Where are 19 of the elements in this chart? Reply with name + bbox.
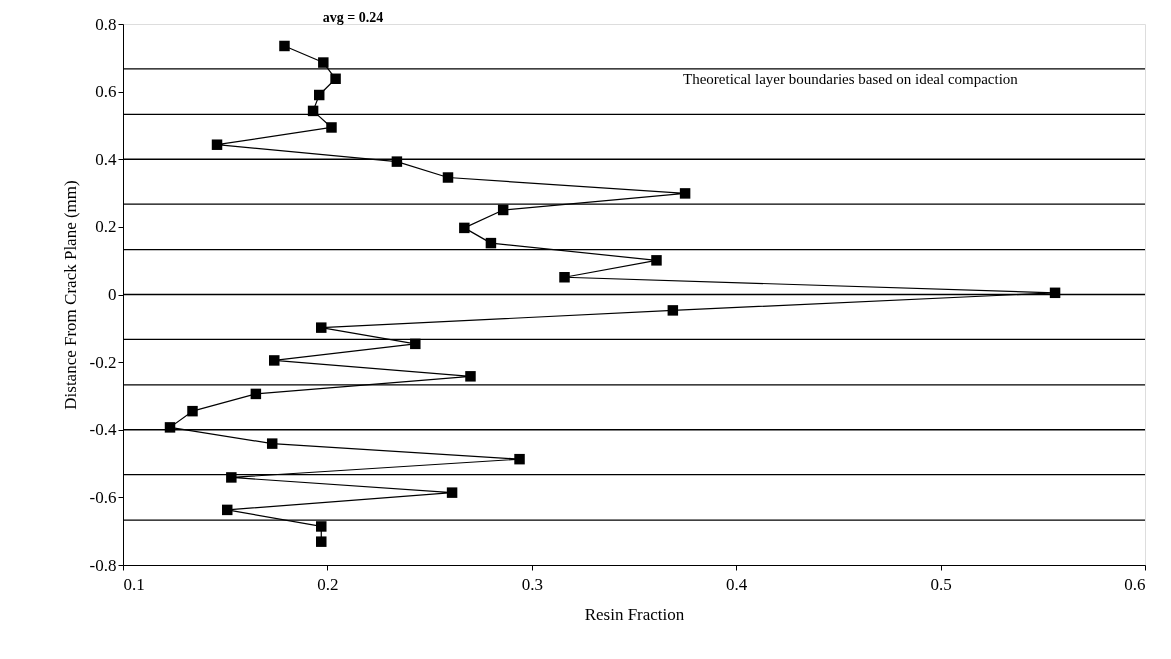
x-tick-label: 0.6: [1124, 574, 1146, 594]
x-tick-label: 0.1: [123, 574, 145, 594]
annotation: avg = 0.24: [322, 10, 384, 25]
y-tick-label: 0.2: [95, 217, 117, 237]
x-tick-label: 0.3: [521, 574, 543, 594]
x-tick-label: 0.2: [317, 574, 339, 594]
y-tick-label: -0.8: [89, 555, 117, 575]
x-axis-title: Resin Fraction: [584, 604, 685, 624]
x-tick-label: 0.4: [726, 574, 748, 594]
x-tick-label: 0.5: [930, 574, 952, 594]
y-tick-label: 0.8: [95, 14, 117, 34]
y-tick-label: 0.6: [95, 82, 117, 102]
y-tick-label: -0.2: [89, 352, 117, 372]
y-tick-label: 0: [108, 285, 117, 304]
annotation: Theoretical layer boundaries based on ideal compaction: [683, 71, 1019, 87]
y-tick-label: -0.6: [89, 487, 117, 507]
y-tick-label: -0.4: [89, 420, 117, 440]
y-tick-label: 0.4: [95, 149, 117, 169]
y-axis-title: Distance From Crack Plane (mm): [60, 180, 80, 410]
